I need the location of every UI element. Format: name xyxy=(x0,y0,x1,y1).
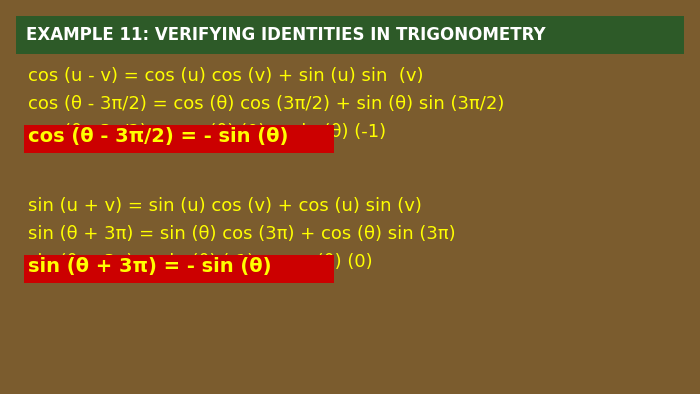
Bar xyxy=(24,255,334,283)
Text: cos (θ - 3π/2) = cos (θ) (0) + sin (θ) (-1): cos (θ - 3π/2) = cos (θ) (0) + sin (θ) (… xyxy=(28,123,386,141)
Bar xyxy=(24,125,334,153)
Text: sin (u + v) = sin (u) cos (v) + cos (u) sin (v): sin (u + v) = sin (u) cos (v) + cos (u) … xyxy=(28,197,422,215)
Text: sin (θ + 3π) = sin (θ) cos (3π) + cos (θ) sin (3π): sin (θ + 3π) = sin (θ) cos (3π) + cos (θ… xyxy=(28,225,456,243)
Text: sin (θ + 3π) = sin (θ) (-1) + cos (θ) (0): sin (θ + 3π) = sin (θ) (-1) + cos (θ) (0… xyxy=(28,253,372,271)
Bar xyxy=(16,16,684,54)
Text: cos (θ - 3π/2) = cos (θ) cos (3π/2) + sin (θ) sin (3π/2): cos (θ - 3π/2) = cos (θ) cos (3π/2) + si… xyxy=(28,95,505,113)
Text: cos (u - v) = cos (u) cos (v) + sin (u) sin  (v): cos (u - v) = cos (u) cos (v) + sin (u) … xyxy=(28,67,423,85)
Text: sin (θ + 3π) = - sin (θ): sin (θ + 3π) = - sin (θ) xyxy=(28,257,272,276)
Text: EXAMPLE 11: VERIFYING IDENTITIES IN TRIGONOMETRY: EXAMPLE 11: VERIFYING IDENTITIES IN TRIG… xyxy=(26,26,545,44)
Text: cos (θ - 3π/2) = - sin (θ): cos (θ - 3π/2) = - sin (θ) xyxy=(28,127,288,146)
